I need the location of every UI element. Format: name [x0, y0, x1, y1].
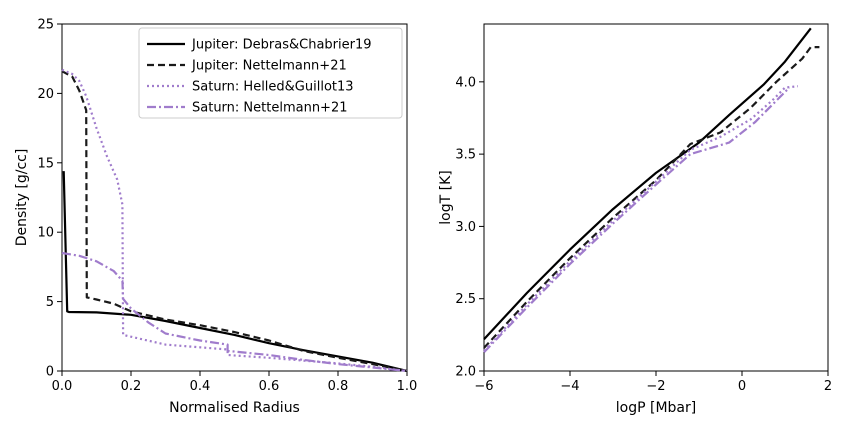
legend-entry-label: Jupiter: Debras&Chabrier19 — [191, 38, 372, 53]
tp-y-tick-label: 3.5 — [455, 148, 476, 163]
tp-y-tick-label: 3.0 — [455, 220, 476, 235]
legend-items: Jupiter: Debras&Chabrier19 Jupiter: Nette… — [147, 38, 372, 116]
tp-series-3 — [483, 86, 791, 353]
density-x-tick-label: 0.4 — [190, 379, 211, 394]
density-series-lines — [61, 68, 408, 373]
density-x-ticks: 0.0 0.2 0.4 0.6 0.8 1.0 — [52, 371, 418, 394]
tp-x-tick-label: −2 — [646, 379, 665, 394]
density-series-1 — [61, 70, 408, 373]
tp-x-ticks: −6 −4 −2 0 2 — [474, 371, 832, 394]
legend-entry-label: Saturn: Nettelmann+21 — [192, 101, 348, 116]
density-y-tick-label: 20 — [37, 87, 54, 102]
density-y-tick-label: 10 — [37, 226, 54, 241]
density-series-0 — [62, 171, 408, 373]
density-x-tick-label: 0.8 — [328, 379, 349, 394]
density-series-2 — [61, 68, 408, 373]
temperature-pressure-chart: −6 −4 −2 0 2 2.0 2.5 3.0 3.5 4.0 logP [Mbar] log… — [438, 23, 832, 416]
density-y-tick-label: 25 — [37, 18, 54, 33]
density-y-axis-label: Density [g/cc] — [14, 149, 30, 247]
legend-entry-label: Saturn: Helled&Guillot13 — [192, 80, 354, 95]
tp-y-tick-label: 4.0 — [455, 75, 476, 90]
tp-x-tick-label: −6 — [474, 379, 493, 394]
density-y-tick-label: 15 — [37, 156, 54, 171]
tp-series-1 — [483, 46, 820, 349]
tp-series-lines — [483, 27, 820, 353]
tp-y-tick-label: 2.5 — [455, 292, 476, 307]
density-chart: 0.0 0.2 0.4 0.6 0.8 1.0 0 5 10 15 20 25 Normalised… — [14, 18, 417, 417]
density-x-tick-label: 0.0 — [52, 379, 73, 394]
tp-y-ticks: 2.0 2.5 3.0 3.5 4.0 — [455, 75, 484, 380]
tp-x-axis-label: logP [Mbar] — [616, 400, 696, 416]
legend: Jupiter: Debras&Chabrier19 Jupiter: Nette… — [138, 27, 403, 119]
tp-series-2 — [483, 85, 799, 352]
density-x-tick-label: 0.2 — [121, 379, 142, 394]
density-y-ticks: 0 5 10 15 20 25 — [37, 18, 62, 380]
density-y-tick-label: 5 — [46, 295, 54, 310]
tp-x-tick-label: 2 — [824, 379, 832, 394]
tp-y-axis-label: logT [K] — [438, 170, 454, 224]
density-x-tick-label: 0.6 — [259, 379, 280, 394]
tp-x-tick-label: 0 — [738, 379, 746, 394]
tp-plot-frame — [483, 23, 829, 372]
density-series-3 — [61, 251, 408, 373]
density-x-axis-label: Normalised Radius — [169, 400, 300, 416]
tp-series-0 — [483, 27, 812, 340]
density-y-tick-label: 0 — [46, 365, 54, 380]
density-plot-frame — [61, 23, 408, 372]
tp-x-tick-label: −4 — [560, 379, 579, 394]
legend-frame — [138, 27, 403, 119]
legend-entry-label: Jupiter: Nettelmann+21 — [191, 59, 347, 74]
tp-y-tick-label: 2.0 — [455, 365, 476, 380]
density-x-tick-label: 1.0 — [397, 379, 418, 394]
